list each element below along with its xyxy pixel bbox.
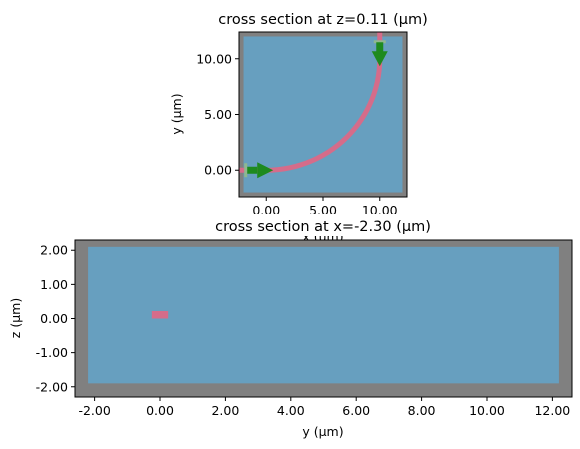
bottom-x-axis-label: y (μm): [302, 424, 343, 439]
top-medium-region: [243, 36, 403, 193]
bottom-x-tick-label: 12.00: [534, 403, 570, 418]
source-arrow-head: [257, 162, 274, 179]
monitor-arrow-shaft: [376, 42, 384, 53]
top-y-tick-label: 0.00: [204, 163, 232, 178]
top-waveguide-bend: [239, 32, 383, 173]
bottom-waveguide-cross-section: [151, 310, 169, 319]
top-y-ticks: 0.00 5.00 10.00: [196, 51, 239, 178]
bottom-cross-section-chart: cross section at x=-2.30 (μm) -2.00 0.00 2…: [8, 214, 573, 439]
top-y-tick-label: 5.00: [204, 107, 232, 122]
bottom-x-tick-label: 4.00: [277, 403, 305, 418]
top-y-axis-label: y (μm): [169, 93, 184, 134]
bottom-title-backing: [195, 214, 450, 236]
top-y-tick-label: 10.00: [196, 51, 232, 66]
bottom-x-tick-label: 10.00: [469, 403, 505, 418]
bottom-y-tick-label: 1.00: [40, 277, 68, 292]
source-arrow-shaft: [245, 166, 258, 174]
top-chart-title: cross section at z=0.11 (μm): [218, 12, 428, 28]
bottom-x-tick-label: -2.00: [78, 403, 110, 418]
monitor-arrow-icon: [371, 40, 388, 67]
bottom-x-tick-label: 6.00: [342, 403, 370, 418]
bottom-y-tick-label: -2.00: [36, 379, 68, 394]
bottom-x-ticks: -2.00 0.00 2.00 4.00 6.00 8.00 10.00 12.00: [78, 397, 570, 418]
bottom-x-tick-label: 8.00: [408, 403, 436, 418]
bottom-y-tick-label: -1.00: [36, 345, 68, 360]
source-arrow-icon: [244, 162, 274, 179]
monitor-arrow-head: [371, 51, 388, 67]
bottom-y-ticks: 2.00 1.00 0.00 -1.00 -2.00: [36, 243, 75, 394]
source-plane-marker: [244, 163, 248, 178]
bottom-y-tick-label: 2.00: [40, 243, 68, 258]
bottom-y-axis-label: z (μm): [8, 298, 23, 338]
top-cross-section-chart: cross section at z=0.11 (μm) 0.00 5.00 10.…: [169, 12, 428, 244]
bottom-chart-title: cross section at x=-2.30 (μm): [215, 219, 431, 235]
bottom-y-tick-label: 0.00: [40, 311, 68, 326]
monitor-plane-marker: [373, 40, 386, 44]
bottom-x-tick-label: 0.00: [146, 403, 174, 418]
bottom-x-tick-label: 2.00: [211, 403, 239, 418]
